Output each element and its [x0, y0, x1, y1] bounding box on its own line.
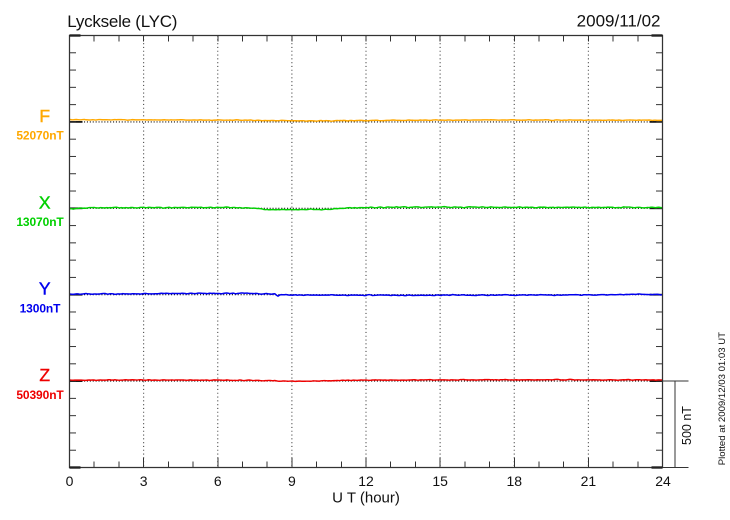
- svg-text:500 nT: 500 nT: [680, 406, 694, 445]
- svg-text:12: 12: [358, 473, 374, 489]
- svg-text:18: 18: [506, 473, 522, 489]
- svg-text:0: 0: [66, 473, 74, 489]
- svg-text:50390nT: 50390nT: [16, 388, 64, 402]
- svg-text:52070nT: 52070nT: [16, 129, 64, 143]
- svg-text:Y: Y: [39, 279, 51, 299]
- svg-text:2009/11/02: 2009/11/02: [577, 12, 661, 31]
- svg-text:3: 3: [140, 473, 148, 489]
- svg-text:21: 21: [581, 473, 597, 489]
- svg-text:13070nT: 13070nT: [16, 215, 64, 229]
- svg-text:Plotted at 2009/12/03 01:03 UT: Plotted at 2009/12/03 01:03 UT: [717, 332, 728, 465]
- svg-text:F: F: [39, 106, 50, 126]
- svg-text:9: 9: [288, 473, 296, 489]
- svg-text:Lycksele (LYC): Lycksele (LYC): [67, 12, 177, 31]
- svg-text:X: X: [39, 192, 51, 212]
- svg-text:24: 24: [655, 473, 671, 489]
- svg-text:1300nT: 1300nT: [20, 301, 62, 315]
- svg-text:Z: Z: [39, 365, 50, 385]
- svg-text:15: 15: [432, 473, 448, 489]
- svg-text:U T (hour): U T (hour): [332, 489, 400, 506]
- svg-text:6: 6: [214, 473, 222, 489]
